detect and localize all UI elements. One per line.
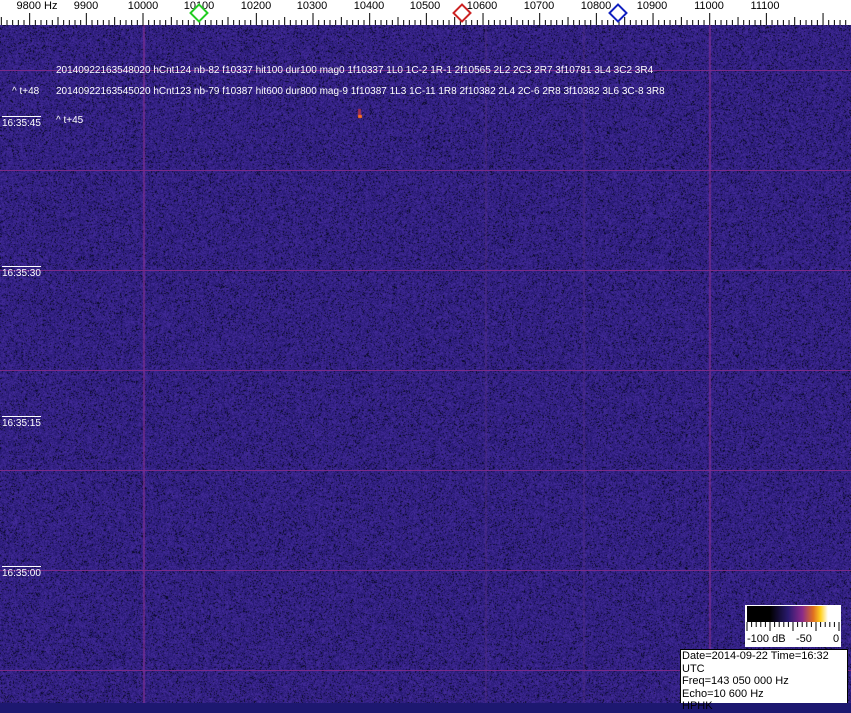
x-tick-label: 10400 xyxy=(354,0,385,12)
x-tick-label: 10900 xyxy=(637,0,668,12)
time-gridline xyxy=(0,470,851,471)
frequency: Freq=143 050 000 Hz xyxy=(682,675,847,688)
x-tick-label: 10300 xyxy=(297,0,328,12)
t-marker-label: ^ t+45 xyxy=(56,115,83,126)
x-tick-label: 10700 xyxy=(524,0,555,12)
colorbar-legend: -100 dB -50 0 xyxy=(745,605,841,647)
x-tick-label: 11000 xyxy=(694,0,724,12)
x-tick-label: 10200 xyxy=(241,0,272,12)
date-time: Date=2014-09-22 Time=16:32 UTC xyxy=(682,650,847,675)
y-tick-label: 16:35:15 xyxy=(2,416,41,429)
overlap-label: ^ t+48 xyxy=(12,86,39,97)
x-tick-label: 10600 xyxy=(467,0,498,12)
x-tick-label: 10500 xyxy=(410,0,441,12)
detection-line-1: 20140922163548020 hCnt124 nb-82 f10337 h… xyxy=(56,65,653,76)
x-tick-label: 10800 xyxy=(581,0,612,12)
colorbar-label: -50 xyxy=(796,633,812,645)
x-tick-label: 9800 Hz xyxy=(17,0,58,12)
time-gridline xyxy=(0,370,851,371)
spectrogram-waterfall xyxy=(0,25,851,703)
echo-frequency: Echo=10 600 Hz xyxy=(682,688,847,701)
time-gridline xyxy=(0,270,851,271)
x-tick-label: 11100 xyxy=(751,0,780,12)
frequency-axis: 9800 Hz 9900 10000 10100 10200 10300 104… xyxy=(0,0,851,25)
time-gridline xyxy=(0,570,851,571)
y-tick-label: 16:35:30 xyxy=(2,266,41,279)
colorbar-gradient xyxy=(747,606,839,622)
colorbar-label: -100 dB xyxy=(747,633,786,645)
colorbar-label: 0 xyxy=(833,633,839,645)
detection-line-2: 20140922163545020 hCnt123 nb-79 f10387 h… xyxy=(56,86,665,97)
x-tick-label: 9900 xyxy=(74,0,98,12)
x-tick-label: 10000 xyxy=(128,0,159,12)
station-name: HPHK xyxy=(682,700,847,713)
info-panel: Date=2014-09-22 Time=16:32 UTC Freq=143 … xyxy=(680,649,848,703)
y-tick-label: 16:35:45 xyxy=(2,116,41,129)
y-tick-label: 16:35:00 xyxy=(2,566,41,579)
time-gridline xyxy=(0,170,851,171)
